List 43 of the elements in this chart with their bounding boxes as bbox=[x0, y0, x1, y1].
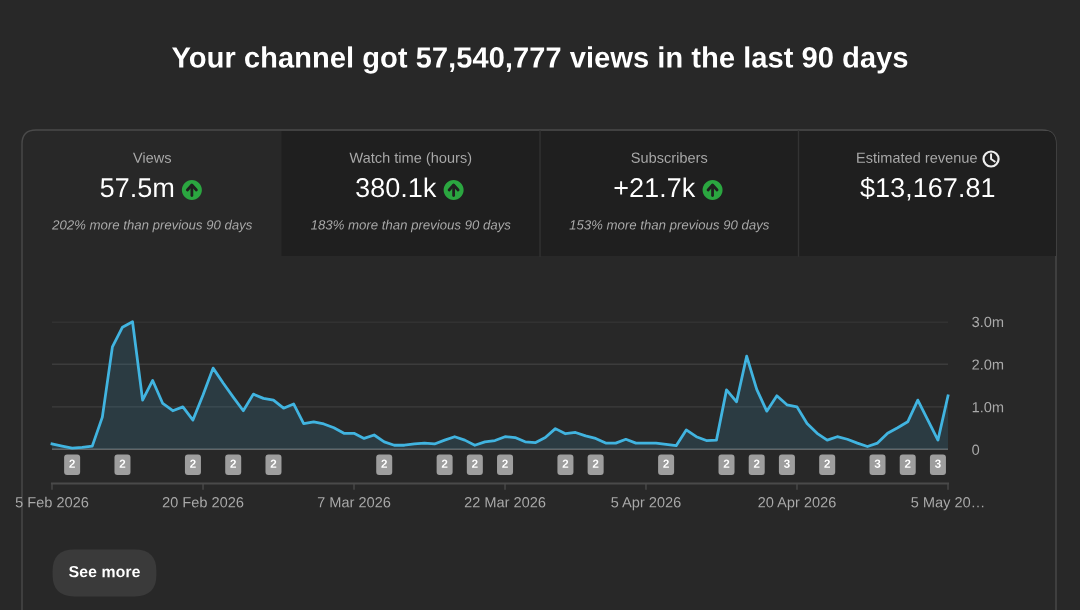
x2-tick-label: 2 bbox=[663, 459, 669, 468]
x2-tick-label: 2 bbox=[441, 459, 448, 468]
x-tick-label: 5 May 20… bbox=[911, 497, 984, 511]
text: Watch time (hours) bbox=[349, 152, 472, 166]
x2-tick-label: 2 bbox=[753, 459, 760, 468]
x2-tick-label: 2 bbox=[723, 459, 730, 468]
text: 57.5m bbox=[100, 178, 174, 198]
x2-tick-label: 2 bbox=[381, 459, 388, 468]
text: 380.1k bbox=[356, 177, 437, 198]
x2-tick-label: 2 bbox=[471, 459, 478, 468]
x2-tick-label: 2 bbox=[824, 459, 830, 468]
text: $13,167.81 bbox=[860, 176, 995, 201]
x2-tick-label: 2 bbox=[230, 459, 237, 468]
x2-tick-label: 2 bbox=[502, 459, 508, 468]
x2-tick-label: 3 bbox=[783, 459, 790, 468]
x2-tick-label: 2 bbox=[592, 459, 599, 468]
x-tick-label: 20 Apr 2026 bbox=[758, 497, 836, 511]
y-tick-label: 1.0m bbox=[972, 402, 1004, 413]
text: Your channel got 57,540,777 views in the last 90 days bbox=[172, 46, 908, 74]
x2-tick-label: 2 bbox=[270, 459, 277, 468]
x2-tick-label: 2 bbox=[904, 459, 911, 468]
text: See more bbox=[69, 565, 140, 578]
text: 202% more than previous 90 days bbox=[52, 219, 253, 233]
x2-tick-label: 2 bbox=[562, 459, 569, 468]
text: +21.7k bbox=[614, 177, 696, 197]
x-tick-label: 5 Feb 2026 bbox=[15, 496, 89, 508]
x2-tick-label: 2 bbox=[190, 459, 196, 468]
x2-tick-label: 2 bbox=[69, 459, 75, 468]
y-tick-label: 2.0m bbox=[972, 359, 1004, 370]
x2-tick-label: 3 bbox=[874, 459, 881, 468]
x2-tick-label: 2 bbox=[119, 459, 126, 468]
x2-tick-label: 3 bbox=[934, 459, 941, 468]
x-tick-label: 7 Mar 2026 bbox=[317, 497, 391, 508]
x-tick-label: 20 Feb 2026 bbox=[162, 496, 244, 508]
x-tick-label: 22 Mar 2026 bbox=[464, 497, 546, 508]
x-tick-label: 5 Apr 2026 bbox=[611, 497, 681, 511]
text: Subscribers bbox=[631, 152, 708, 163]
text: 153% more than previous 90 days bbox=[569, 219, 770, 233]
y-tick-label: 3.0m bbox=[972, 316, 1004, 328]
y-tick-label: 0 bbox=[972, 444, 980, 455]
text: 183% more than previous 90 days bbox=[310, 219, 511, 233]
text: Views bbox=[132, 152, 172, 163]
text: Estimated revenue bbox=[857, 152, 977, 163]
